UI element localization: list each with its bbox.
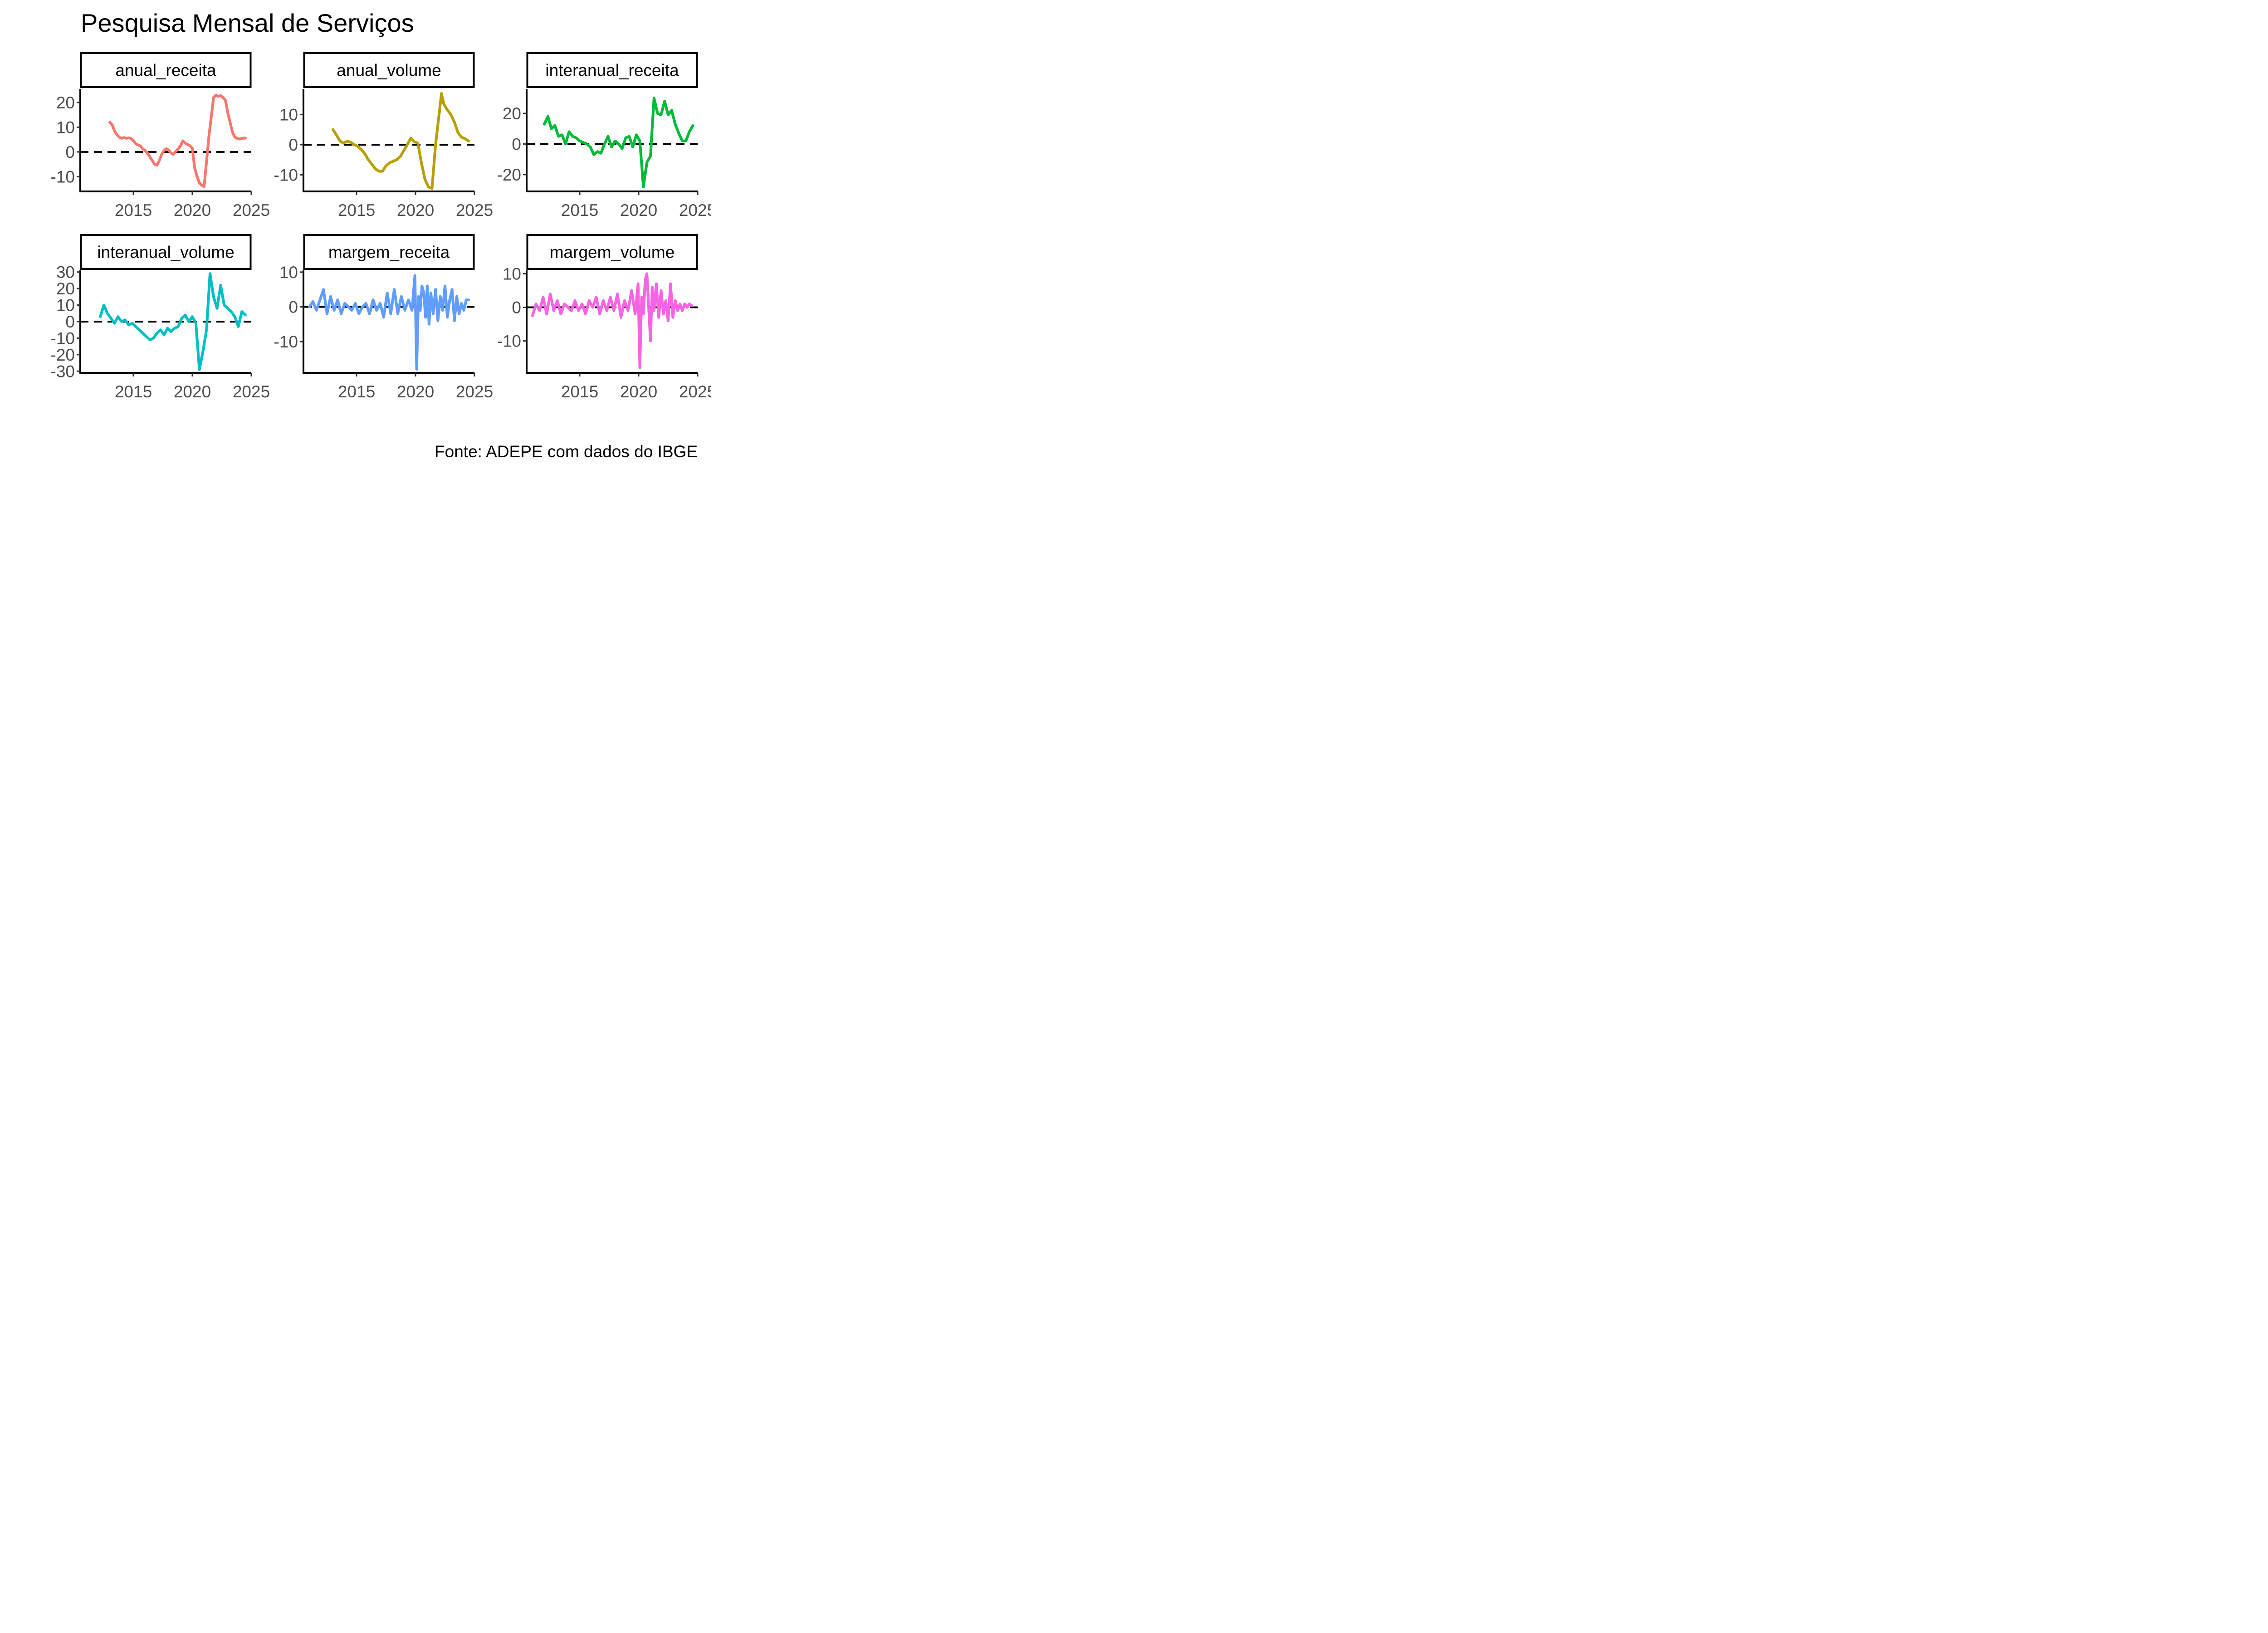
x-tick-label: 2015: [115, 382, 152, 401]
facet-strip: [303, 234, 475, 270]
x-tick-label: 2025: [456, 201, 493, 220]
facet-strip: [80, 234, 252, 270]
y-tick-label: 10: [503, 264, 521, 283]
series-line-margem-receita: [308, 274, 470, 371]
y-tick-label: -30: [51, 362, 75, 381]
series-line-interanual-volume: [99, 272, 247, 371]
facet-label: margem_volume: [550, 243, 675, 262]
series-line-interanual-receita: [543, 97, 694, 188]
x-tick-label: 2015: [561, 382, 598, 401]
x-tick-label: 2020: [620, 201, 657, 220]
facet-label: anual_volume: [337, 61, 441, 80]
facet-label: anual_receita: [115, 61, 216, 80]
x-tick-label: 2020: [397, 201, 434, 220]
series-line-margem-volume: [531, 272, 693, 369]
x-tick-label: 2025: [679, 382, 711, 401]
y-tick-label: 0: [288, 136, 298, 154]
x-tick-label: 2025: [233, 201, 270, 220]
x-tick-label: 2020: [174, 201, 211, 220]
chart-title: Pesquisa Mensal de Serviços: [81, 9, 414, 37]
facet-label: margem_receita: [328, 243, 450, 262]
x-tick-label: 2020: [397, 382, 434, 401]
x-tick-label: 2015: [338, 382, 375, 401]
panel-interanual-receita: interanual_receita -20 0 20 2015 2020 2025: [497, 52, 711, 220]
y-tick-label: 0: [65, 143, 75, 161]
x-tick-label: 2020: [620, 382, 657, 401]
y-tick-label: 0: [288, 298, 298, 316]
x-tick-label: 2015: [561, 201, 598, 220]
facet-strip: [526, 52, 698, 88]
y-tick-label: 30: [56, 263, 75, 282]
series-line-anual-volume: [332, 92, 470, 190]
y-tick-label: -10: [274, 332, 298, 351]
y-tick-label: 20: [503, 104, 521, 123]
y-tick-label: 0: [65, 313, 75, 331]
panel-margem-receita: margem_receita -10 0 10 2015 2020 2025: [274, 234, 493, 401]
x-tick-label: 2015: [338, 201, 375, 220]
x-tick-label: 2025: [233, 382, 270, 401]
facet-label: interanual_volume: [97, 243, 234, 262]
panel-margem-volume: margem_volume -10 0 10 2015 2020 2025: [497, 234, 711, 401]
y-tick-label: -10: [497, 332, 521, 351]
panel-anual-volume: anual_volume -10 0 10 2015 2020 2025: [274, 52, 493, 220]
x-tick-label: 2020: [174, 382, 211, 401]
x-tick-label: 2025: [456, 382, 493, 401]
y-tick-label: -20: [51, 346, 75, 364]
y-tick-label: -20: [497, 166, 521, 184]
x-tick-label: 2025: [679, 201, 711, 220]
y-tick-label: -10: [274, 166, 298, 184]
facet-strip: [526, 234, 698, 270]
y-tick-label: 10: [279, 106, 298, 124]
panel-anual-receita: anual_receita -10 0 10 20 2015 2020 2025: [51, 52, 270, 220]
y-tick-label: 10: [56, 296, 75, 315]
y-tick-label: 20: [56, 93, 75, 112]
y-tick-label: 0: [512, 135, 521, 153]
chart-caption: Fonte: ADEPE com dados do IBGE: [435, 442, 698, 461]
y-tick-label: -10: [51, 329, 75, 347]
y-tick-label: 10: [56, 118, 75, 137]
facet-strip: [80, 52, 252, 88]
y-tick-label: 20: [56, 279, 75, 298]
y-tick-label: 0: [512, 298, 521, 317]
y-tick-label: 10: [279, 263, 298, 282]
facet-strip: [303, 52, 475, 88]
series-line-anual-receita: [108, 93, 247, 188]
x-tick-label: 2015: [115, 201, 152, 220]
facet-label: interanual_receita: [545, 61, 679, 80]
y-tick-label: -10: [51, 167, 75, 186]
